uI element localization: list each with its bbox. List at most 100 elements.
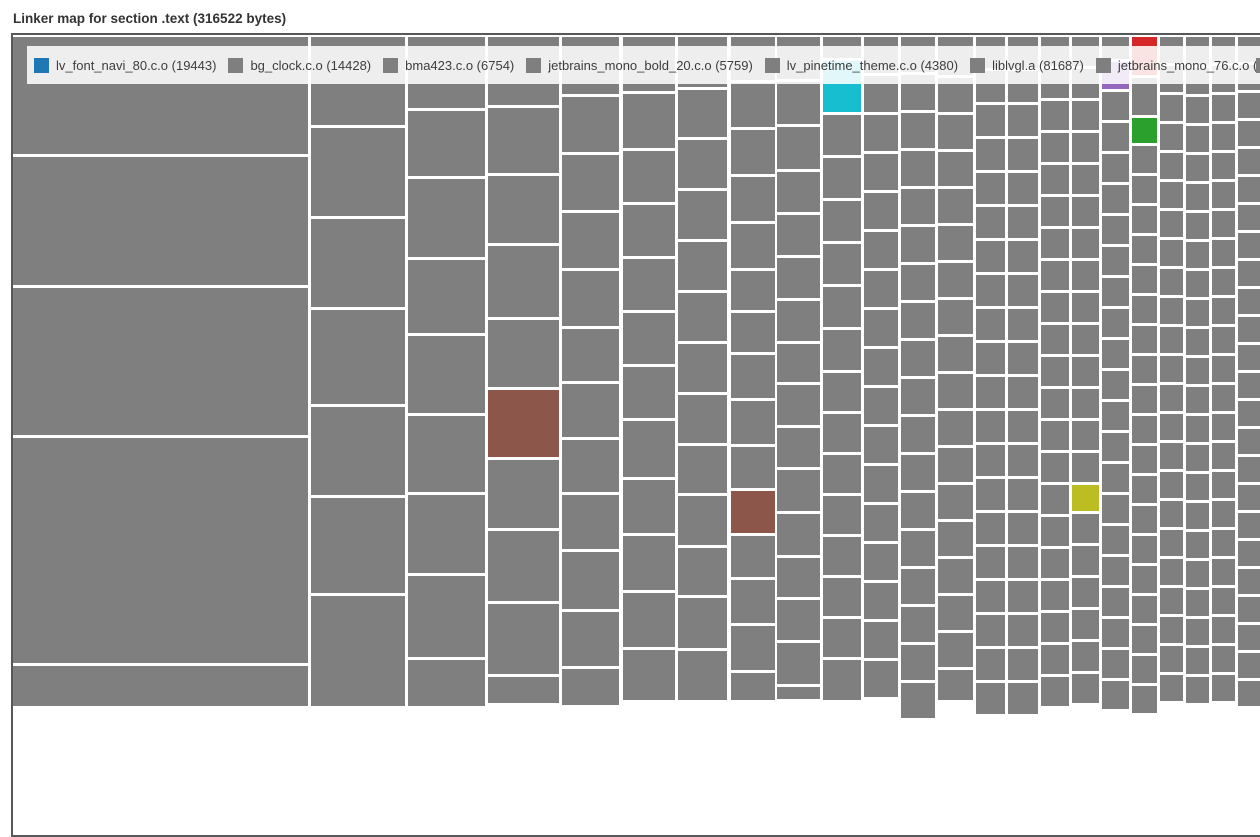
treemap-cell	[1212, 530, 1235, 556]
treemap-cell	[1102, 526, 1129, 554]
treemap-cell	[562, 155, 619, 210]
treemap-cell	[623, 151, 675, 202]
treemap-cell	[823, 115, 861, 155]
treemap-cell	[678, 548, 727, 595]
treemap-cell	[1132, 206, 1157, 233]
legend-swatch	[383, 57, 399, 73]
treemap-cell	[1102, 92, 1129, 120]
treemap-cell	[823, 287, 861, 327]
treemap-cell	[901, 455, 935, 490]
treemap-cell	[1008, 615, 1038, 646]
treemap-cell	[777, 514, 820, 555]
treemap-cell	[1186, 155, 1209, 181]
treemap-cell	[1008, 479, 1038, 510]
treemap-cell	[731, 83, 775, 127]
treemap-cell	[408, 416, 485, 492]
treemap-cell	[1008, 275, 1038, 306]
treemap-cell	[488, 108, 559, 173]
treemap-cell	[1160, 559, 1183, 585]
treemap-cell	[1041, 453, 1069, 482]
treemap-cell	[678, 90, 727, 137]
treemap-cell	[408, 179, 485, 257]
treemap-cell	[1212, 559, 1235, 585]
treemap-cell	[1041, 293, 1069, 322]
treemap-cell	[1102, 278, 1129, 306]
treemap-cell	[1212, 501, 1235, 527]
treemap-cell	[1072, 674, 1099, 703]
treemap-cell	[1102, 619, 1129, 647]
treemap-cell	[1238, 653, 1260, 678]
treemap-cell	[678, 446, 727, 493]
treemap-cell	[678, 140, 727, 188]
legend-label: liblvgl.a (81687)	[992, 57, 1084, 73]
treemap-cell	[1041, 613, 1069, 642]
treemap-cell	[938, 522, 973, 556]
treemap-cell	[1238, 317, 1260, 342]
treemap-cell	[1072, 389, 1099, 418]
treemap-cell	[864, 349, 898, 385]
treemap-cell	[1072, 546, 1099, 575]
treemap-cell	[1238, 625, 1260, 650]
treemap-cell	[562, 271, 619, 326]
legend-label: lv_font_navi_80.c.o (19443)	[56, 57, 217, 73]
treemap-cell	[731, 355, 775, 398]
treemap-cell	[1132, 476, 1157, 503]
treemap-cell	[976, 241, 1005, 272]
treemap-cell	[731, 447, 775, 488]
treemap-cell	[1212, 95, 1235, 121]
legend-swatch	[228, 57, 244, 73]
treemap-cell	[562, 97, 619, 152]
treemap-cell	[777, 643, 820, 684]
treemap-cell	[823, 660, 861, 700]
treemap-cell	[1041, 581, 1069, 610]
treemap-cell	[1041, 197, 1069, 226]
treemap-cell	[938, 448, 973, 482]
treemap-cell	[1008, 309, 1038, 340]
treemap-cell	[1160, 472, 1183, 498]
treemap-cell	[1160, 124, 1183, 150]
treemap-cell	[408, 660, 485, 706]
treemap-cell	[976, 683, 1005, 714]
treemap-cell	[777, 385, 820, 425]
treemap-cell	[1102, 588, 1129, 616]
treemap-cell	[1041, 645, 1069, 674]
treemap-cell	[864, 661, 898, 697]
treemap-cell	[823, 578, 861, 616]
treemap-cell	[901, 303, 935, 338]
treemap-cell	[562, 213, 619, 268]
legend-swatch	[34, 57, 49, 73]
treemap-cell	[623, 367, 675, 418]
treemap-cell	[1132, 686, 1157, 713]
treemap-cell	[864, 388, 898, 424]
treemap-cell	[1238, 373, 1260, 398]
treemap-cell	[1186, 300, 1209, 326]
treemap-cell	[864, 544, 898, 580]
treemap-cell	[901, 265, 935, 300]
treemap-cell	[1132, 596, 1157, 623]
treemap-cell	[1072, 578, 1099, 607]
treemap-cell	[1102, 495, 1129, 523]
treemap-cell	[1212, 240, 1235, 266]
treemap-cell	[1160, 211, 1183, 237]
treemap-cell	[1212, 443, 1235, 469]
treemap-cell	[823, 244, 861, 284]
treemap-cell	[1102, 216, 1129, 244]
treemap-cell	[1186, 416, 1209, 442]
treemap-cell	[1212, 298, 1235, 324]
treemap-cell	[901, 531, 935, 566]
treemap-cell	[562, 612, 619, 666]
treemap-cell	[976, 207, 1005, 238]
treemap-cell	[1072, 453, 1099, 482]
legend-label: bma423.c.o (6754)	[405, 57, 515, 73]
treemap-cell	[823, 330, 861, 370]
treemap-cell	[1238, 233, 1260, 258]
treemap-cell	[1212, 675, 1235, 701]
treemap-cell	[488, 604, 559, 674]
treemap-cell	[901, 493, 935, 528]
treemap-cell	[1132, 536, 1157, 563]
treemap-cell	[1238, 429, 1260, 454]
treemap-cell	[864, 583, 898, 619]
treemap-cell	[678, 496, 727, 545]
treemap-cell	[311, 498, 405, 593]
treemap-cell	[1072, 165, 1099, 194]
